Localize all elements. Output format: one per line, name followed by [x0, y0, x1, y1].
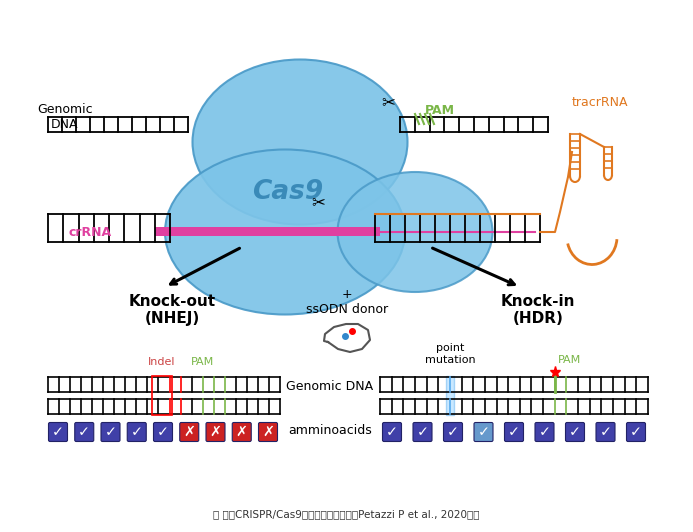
Text: ✂: ✂: [311, 193, 325, 211]
Bar: [446, 376, 454, 415]
Text: ✓: ✓: [416, 425, 428, 439]
Text: ✓: ✓: [52, 425, 64, 439]
FancyBboxPatch shape: [75, 422, 94, 442]
Text: Indel: Indel: [148, 357, 176, 367]
Text: ✓: ✓: [386, 425, 398, 439]
Text: ✓: ✓: [508, 425, 520, 439]
FancyBboxPatch shape: [596, 422, 615, 442]
Text: ✓: ✓: [157, 425, 169, 439]
Text: PAM: PAM: [558, 355, 581, 365]
Text: crRNA: crRNA: [69, 226, 112, 238]
Ellipse shape: [337, 172, 493, 292]
Bar: [155, 227, 380, 236]
FancyBboxPatch shape: [101, 422, 120, 442]
Ellipse shape: [165, 149, 405, 314]
FancyBboxPatch shape: [128, 422, 146, 442]
Text: ✓: ✓: [630, 425, 642, 439]
FancyBboxPatch shape: [413, 422, 432, 442]
Text: ✓: ✓: [477, 425, 489, 439]
Text: tracrRNA: tracrRNA: [572, 96, 629, 109]
Bar: [152, 376, 172, 415]
FancyBboxPatch shape: [206, 422, 225, 442]
Text: ✗: ✗: [183, 425, 195, 439]
Text: Knock-out
(NHEJ): Knock-out (NHEJ): [128, 294, 216, 326]
Text: ✂: ✂: [381, 93, 395, 111]
Text: Cas9: Cas9: [252, 179, 324, 205]
FancyBboxPatch shape: [505, 422, 523, 442]
Text: ✗: ✗: [209, 425, 222, 439]
Text: Knock-in
(HDR): Knock-in (HDR): [501, 294, 575, 326]
Text: ✓: ✓: [78, 425, 90, 439]
FancyBboxPatch shape: [535, 422, 554, 442]
Text: PAM: PAM: [191, 357, 213, 367]
Text: 图 基于CRISPR/Cas9基因敲除的示意图（Petazzi P et al., 2020）。: 图 基于CRISPR/Cas9基因敲除的示意图（Petazzi P et al.…: [213, 509, 480, 519]
Text: ✓: ✓: [538, 425, 550, 439]
Text: ✗: ✗: [236, 425, 248, 439]
Text: Genomic DNA: Genomic DNA: [286, 380, 374, 394]
FancyBboxPatch shape: [232, 422, 252, 442]
FancyBboxPatch shape: [565, 422, 584, 442]
FancyBboxPatch shape: [444, 422, 462, 442]
Text: ✓: ✓: [105, 425, 116, 439]
Text: ✓: ✓: [447, 425, 459, 439]
Text: ✓: ✓: [569, 425, 581, 439]
Text: point
mutation: point mutation: [425, 343, 475, 365]
Text: ✓: ✓: [599, 425, 611, 439]
Text: Genomic
DNA: Genomic DNA: [37, 103, 93, 131]
FancyBboxPatch shape: [154, 422, 173, 442]
Text: ✗: ✗: [262, 425, 274, 439]
Text: ✓: ✓: [131, 425, 143, 439]
Text: PAM: PAM: [425, 104, 455, 117]
FancyBboxPatch shape: [179, 422, 199, 442]
Text: amminoacids: amminoacids: [288, 425, 372, 437]
FancyBboxPatch shape: [49, 422, 67, 442]
FancyBboxPatch shape: [383, 422, 401, 442]
FancyBboxPatch shape: [258, 422, 277, 442]
Ellipse shape: [193, 60, 407, 225]
FancyBboxPatch shape: [474, 422, 493, 442]
FancyBboxPatch shape: [626, 422, 645, 442]
Text: +
ssODN donor: + ssODN donor: [306, 288, 388, 316]
